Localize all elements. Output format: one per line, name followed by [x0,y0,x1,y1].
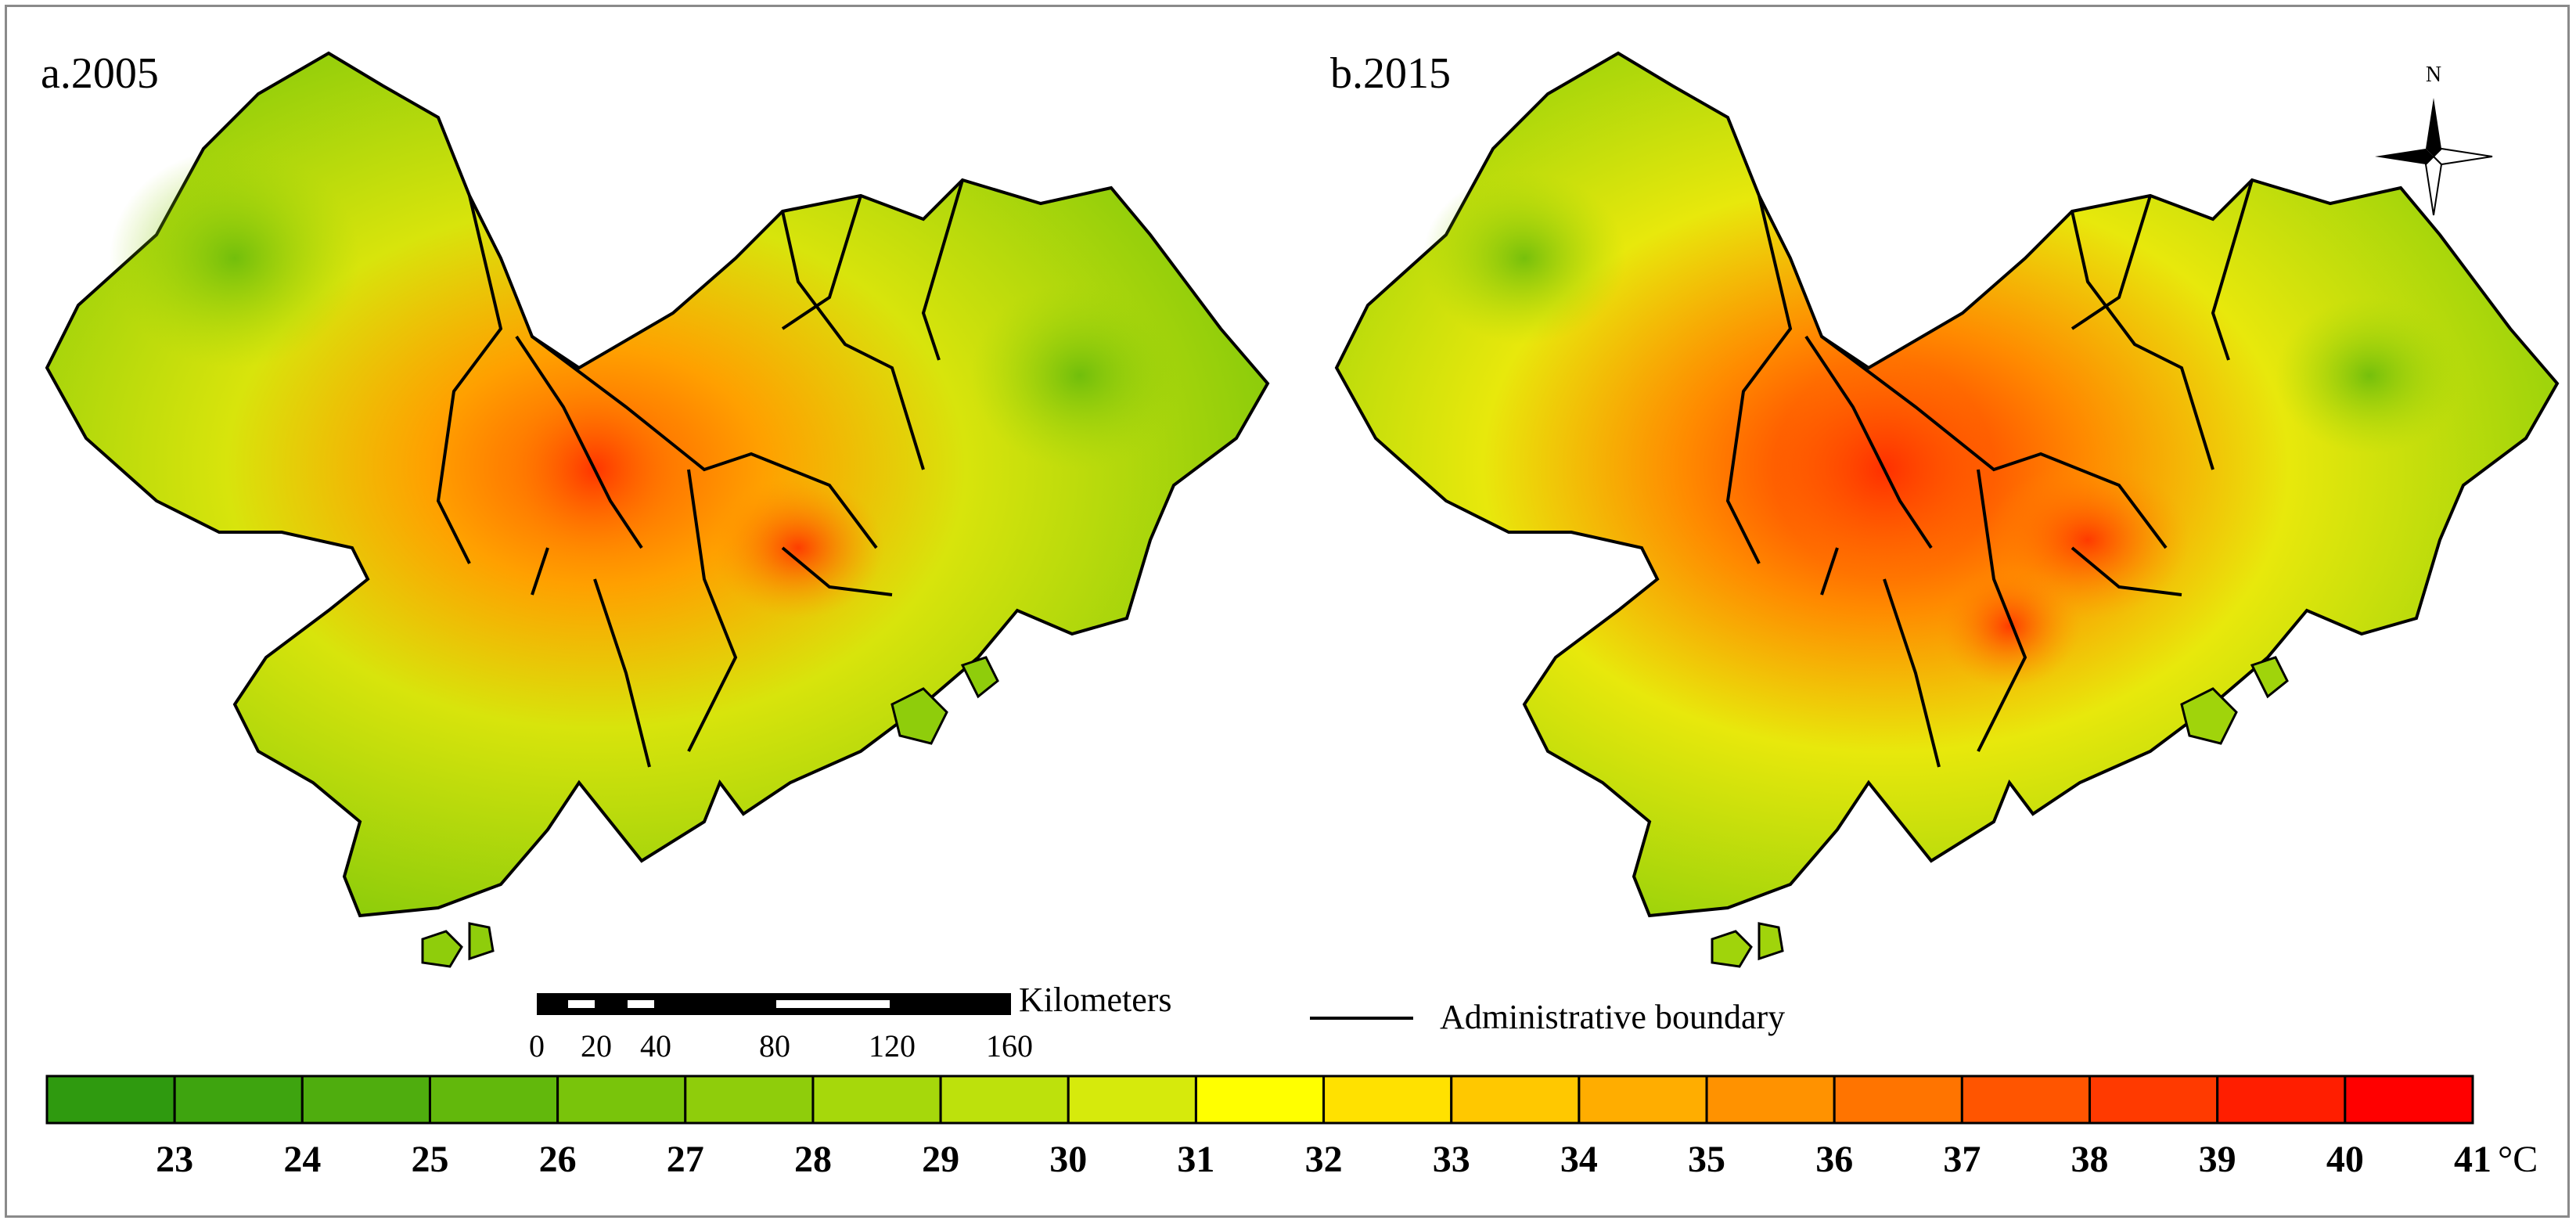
colorbar-tick-label: 40 [2326,1139,2364,1180]
colorbar-tick-label: 35 [1688,1139,1725,1180]
colorbar-tick-label: 33 [1433,1139,1470,1180]
boundary-legend: Administrative boundary [1310,998,1785,1036]
colorbar-swatch [1067,1075,1197,1125]
colorbar-tick-label: 30 [1049,1139,1087,1180]
island [1711,656,2289,968]
colorbar-swatch [2216,1075,2347,1125]
colorbar-swatch [1960,1075,2092,1125]
colorbar-tick-label: 32 [1305,1139,1343,1180]
colorbar-tick-label: 36 [1815,1139,1853,1180]
panel-label-a: a.2005 [41,49,159,98]
boundary-legend-label: Administrative boundary [1440,998,1785,1036]
colorbar-tick-label: 39 [2199,1139,2236,1180]
cool-zone [110,149,360,368]
colorbar-swatch [173,1075,304,1125]
scale-tick-label: 120 [869,1028,916,1064]
panel-label-b: b.2015 [1330,49,1451,98]
colorbar-swatch [428,1075,559,1125]
colorbar-swatch [1833,1075,1963,1125]
colorbar-swatch [2344,1075,2474,1125]
colorbar-tick-label: 28 [794,1139,832,1180]
colorbar-swatch [1578,1075,1708,1125]
colorbar-swatch [1322,1075,1453,1125]
colorbar-tick-label: 23 [156,1139,193,1180]
colorbar-tick-label: 29 [922,1139,959,1180]
colorbar-swatch [1194,1075,1326,1125]
scale-tick-label: 20 [581,1028,612,1064]
scale-unit-label: Kilometers [1019,981,1172,1019]
cool-zone [970,282,1189,470]
colorbar-tick-label: 26 [539,1139,577,1180]
scale-tick-label: 80 [759,1028,790,1064]
colorbar-tick-label: 34 [1560,1139,1598,1180]
colorbar-swatch [2089,1075,2219,1125]
hotspot [1939,563,2080,689]
colorbar: 23 24 25 26 27 28 29 30 31 32 33 34 35 36 37 38 39 40 41 °C [45,1075,2538,1180]
scale-tick-label: 160 [986,1028,1033,1064]
admin-boundary-line [436,179,964,768]
colorbar-swatch [939,1075,1070,1125]
colorbar-tick-label: 27 [667,1139,704,1180]
colorbar-swatch [45,1075,176,1125]
cool-zone [1423,172,1626,344]
colorbar-tick-label: 38 [2071,1139,2109,1180]
colorbar-swatch [811,1075,942,1125]
colorbar-swatch [1450,1075,1581,1125]
colorbar-swatch [1705,1075,1836,1125]
colorbar-tick-label: 41 [2454,1139,2491,1180]
colorbar-swatch [300,1075,431,1125]
north-label: N [2426,63,2441,87]
colorbar-tick-label: 24 [283,1139,321,1180]
island [421,656,999,968]
colorbar-tick-label: 25 [411,1139,448,1180]
admin-boundary-line [1725,179,2254,768]
scale-tick-label: 0 [529,1028,545,1064]
hotspot [712,477,884,618]
colorbar-tick-label: 31 [1177,1139,1214,1180]
north-arrow-icon: N [2375,63,2493,216]
map-2015 [1334,51,2560,968]
colorbar-tick-label: 37 [1943,1139,1981,1180]
map-2005 [45,51,1270,968]
scale-bar: Kilometers 0 20 40 80 120 160 [529,981,1172,1064]
scale-tick-label: 40 [640,1028,671,1064]
colorbar-swatch [684,1075,815,1125]
cool-zone [2276,297,2463,454]
colorbar-swatch [556,1075,687,1125]
colorbar-unit-label: °C [2498,1139,2538,1180]
